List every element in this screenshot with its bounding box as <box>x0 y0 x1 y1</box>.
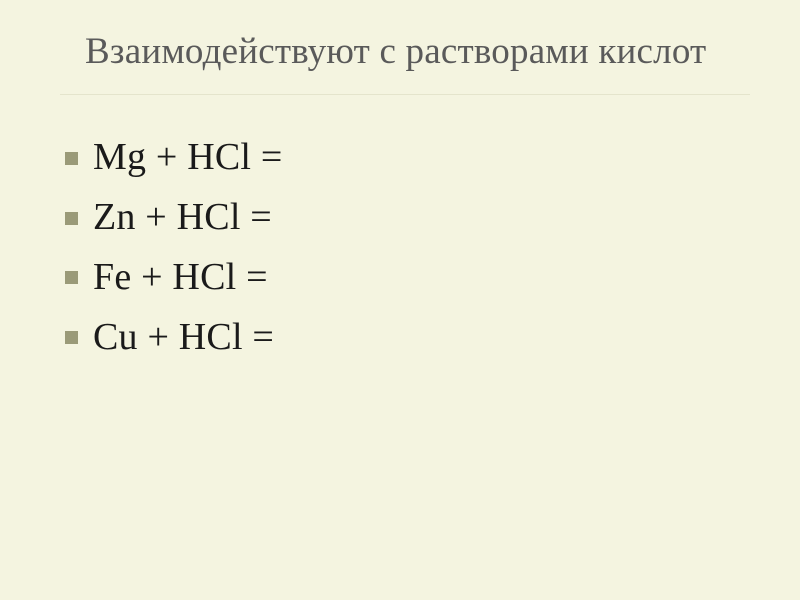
list-item: Zn + HCl = <box>65 197 740 239</box>
square-bullet-icon <box>65 271 78 284</box>
list-item: Mg + HCl = <box>65 137 740 179</box>
equation-text: Fe + HCl = <box>93 257 268 299</box>
title-container: Взаимодействуют с растворами кислот <box>0 0 800 82</box>
slide-title: Взаимодействуют с растворами кислот <box>85 30 740 74</box>
equation-text: Zn + HCl = <box>93 197 272 239</box>
square-bullet-icon <box>65 212 78 225</box>
slide: Взаимодействуют с растворами кислот Mg +… <box>0 0 800 600</box>
equation-text: Mg + HCl = <box>93 137 283 179</box>
equation-list: Mg + HCl = Zn + HCl = Fe + HCl = Cu + HC… <box>0 95 800 358</box>
list-item: Cu + HCl = <box>65 317 740 359</box>
equation-text: Cu + HCl = <box>93 317 274 359</box>
square-bullet-icon <box>65 152 78 165</box>
list-item: Fe + HCl = <box>65 257 740 299</box>
square-bullet-icon <box>65 331 78 344</box>
